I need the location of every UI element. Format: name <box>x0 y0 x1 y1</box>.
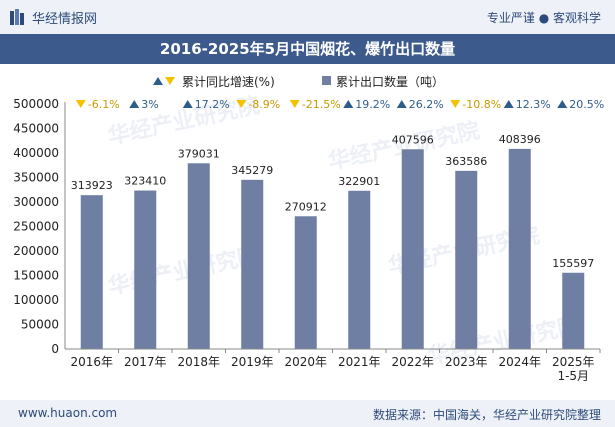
bar-value-label: 379031 <box>178 147 220 160</box>
bar-chart: 华经产业研究院华经产业研究院华经产业研究院华经产业研究院华经产业研究院 累计同比… <box>13 74 604 383</box>
brand-name: 华经情报网 <box>32 12 98 27</box>
x-axis: 2016年 2017年 2018年 2019年 2020年 2021年 2022年 2023年… <box>65 348 601 383</box>
growth-up-triangle-icon <box>503 100 514 108</box>
bar <box>562 272 585 349</box>
growth-up-triangle-icon <box>182 100 193 108</box>
data-source: 数据来源：中国海关，华经产业研究院整理 <box>372 408 601 422</box>
growth-down-triangle-icon <box>289 100 300 108</box>
bar-value-label: 323410 <box>124 175 166 188</box>
y-tick-label: 0 <box>51 342 59 356</box>
growth-rate-label: 17.2% <box>195 98 230 111</box>
bar <box>348 190 371 349</box>
x-tick-label: 2024年 <box>498 355 541 369</box>
bar-value-label: 408396 <box>499 133 541 146</box>
growth-rate-label: 12.3% <box>516 98 551 111</box>
growth-rate-label: 26.2% <box>409 98 444 111</box>
bar <box>187 163 210 349</box>
growth-down-triangle-icon <box>450 100 461 108</box>
bottom-bar: www.huaon.com 数据来源：中国海关，华经产业研究院整理 <box>0 400 615 427</box>
growth-down-triangle-icon <box>75 100 86 108</box>
bar <box>241 179 264 349</box>
y-tick-label: 50000 <box>21 318 59 332</box>
top-bar: 华经情报网 专业严谨 ● 客观科学 <box>0 0 615 34</box>
growth-rate-label: 20.5% <box>569 98 604 111</box>
bar-value-label: 322901 <box>338 175 380 188</box>
brand-logo-icon <box>10 9 24 25</box>
y-tick-label: 400000 <box>13 146 59 160</box>
bar <box>508 148 531 349</box>
legend-bar-swatch <box>322 76 331 85</box>
x-tick-label: 2018年 <box>177 355 220 369</box>
x-tick-label: 2023年 <box>445 355 488 369</box>
chart-title: 2016-2025年5月中国烟花、爆竹出口数量 <box>0 34 615 64</box>
growth-up-triangle-icon <box>343 100 354 108</box>
growth-up-triangle-icon <box>396 100 407 108</box>
growth-rate-label: -21.5% <box>302 98 341 111</box>
growth-rate-label: -6.1% <box>88 98 120 111</box>
bar-value-label: 313923 <box>71 179 113 192</box>
y-tick-label: 100000 <box>13 293 59 307</box>
growth-up-triangle-icon <box>129 100 140 108</box>
x-tick-label: 2025年 1-5月 <box>552 355 595 383</box>
legend-bar-label: 累计出口数量（吨） <box>336 74 444 89</box>
watermark-text: 华经产业研究院 <box>106 242 262 299</box>
growth-down-triangle-icon <box>236 100 247 108</box>
y-axis: 0 50000 100000 150000 200000 250000 300000 3500… <box>13 97 66 356</box>
bar <box>455 170 478 349</box>
slogan: 专业严谨 ● 客观科学 <box>486 11 601 25</box>
x-tick-label: 2017年 <box>124 355 167 369</box>
y-tick-label: 250000 <box>13 220 59 234</box>
legend-up-triangle-icon <box>153 77 163 85</box>
site-url: www.huaon.com <box>18 406 118 420</box>
y-tick-label: 200000 <box>13 244 59 258</box>
y-tick-label: 350000 <box>13 171 59 185</box>
growth-rate-label: 19.2% <box>355 98 390 111</box>
growth-rate-label: -10.8% <box>462 98 501 111</box>
y-tick-label: 500000 <box>13 97 59 111</box>
bar <box>294 216 317 349</box>
legend-growth-label: 累计同比增速(%) <box>182 75 275 89</box>
y-tick-label: 450000 <box>13 122 59 136</box>
legend: 累计同比增速(%) 累计出口数量（吨） <box>153 74 444 89</box>
y-tick-label: 300000 <box>13 195 59 209</box>
x-tick-label: 2022年 <box>391 355 434 369</box>
x-tick-label: 2020年 <box>284 355 327 369</box>
bar <box>80 195 103 349</box>
growth-row: -6.1% 3% 17.2% -8.9% -21.5% 19.2% 26.2% -10.8% 1… <box>75 98 604 111</box>
legend-down-triangle-icon <box>165 77 175 85</box>
growth-rate-label: 3% <box>141 98 158 111</box>
bar-value-label: 363586 <box>445 155 487 168</box>
growth-rate-label: -8.9% <box>248 98 280 111</box>
x-tick-label: 2021年 <box>338 355 381 369</box>
bar-value-label: 345279 <box>231 164 273 177</box>
y-tick-label: 150000 <box>13 269 59 283</box>
growth-up-triangle-icon <box>557 100 568 108</box>
bar-value-label: 407596 <box>392 133 434 146</box>
bar-series: 313923 323410 379031 345279 270912 322901 4075… <box>71 133 594 349</box>
bar <box>401 149 424 349</box>
bar-value-label: 270912 <box>285 200 327 213</box>
x-tick-label: 2016年 <box>70 355 113 369</box>
bar-value-label: 155597 <box>552 257 594 270</box>
x-tick-label: 2019年 <box>231 355 274 369</box>
bar <box>134 190 157 349</box>
